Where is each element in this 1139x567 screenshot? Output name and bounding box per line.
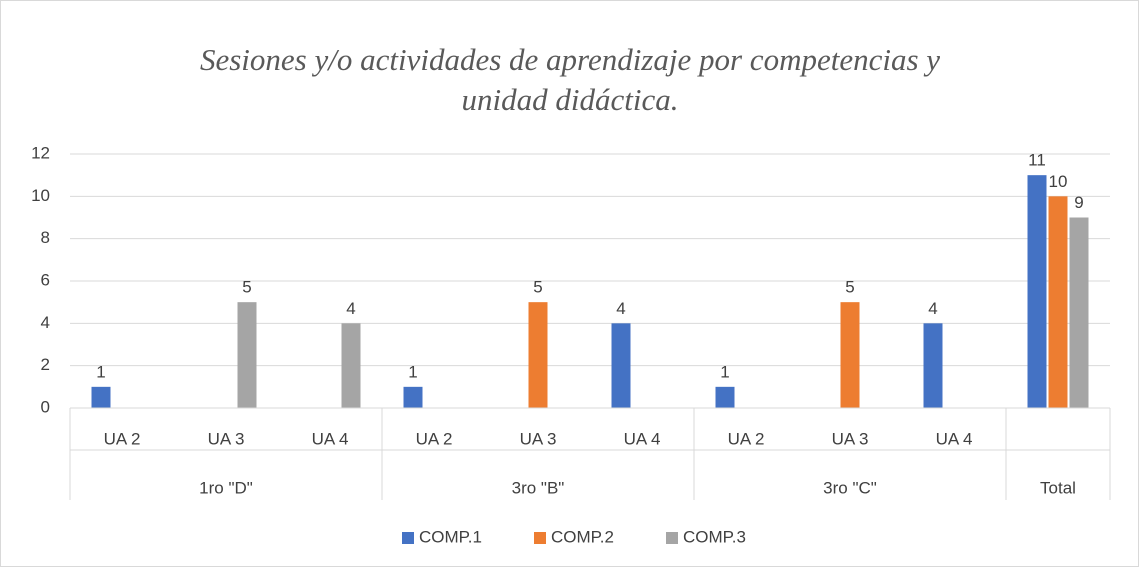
x-tick-label: UA 3 — [520, 429, 557, 448]
legend-label: COMP.1 — [419, 527, 482, 546]
value-label: 5 — [845, 278, 854, 297]
bar — [715, 386, 735, 408]
x-tick-label: UA 4 — [624, 429, 661, 448]
x-tick-label: UA 3 — [832, 429, 869, 448]
legend-label: COMP.3 — [683, 527, 746, 546]
value-label: 11 — [1028, 151, 1046, 170]
x-tick-label: UA 4 — [936, 429, 973, 448]
value-label: 4 — [616, 299, 625, 318]
group-label: 3ro "B" — [512, 478, 565, 497]
bar — [403, 386, 423, 408]
value-label: 1 — [96, 362, 105, 381]
group-label: 3ro "C" — [823, 478, 877, 497]
group-label: 1ro "D" — [199, 478, 253, 497]
bar — [237, 302, 257, 408]
bar — [341, 323, 361, 408]
legend-swatch — [666, 532, 678, 544]
chart-title: Sesiones y/o actividades de aprendizaje … — [199, 42, 941, 117]
y-tick-label: 0 — [41, 397, 50, 416]
y-tick-label: 2 — [41, 355, 50, 374]
value-label: 1 — [408, 362, 417, 381]
bar — [91, 386, 111, 408]
value-label: 9 — [1074, 193, 1083, 212]
bar — [1069, 217, 1089, 408]
value-label: 10 — [1049, 172, 1068, 191]
x-tick-label: UA 2 — [416, 429, 453, 448]
x-tick-label: UA 4 — [312, 429, 349, 448]
y-tick-label: 6 — [41, 270, 50, 289]
y-tick-label: 4 — [41, 313, 50, 332]
x-tick-label: UA 2 — [728, 429, 765, 448]
legend-label: COMP.2 — [551, 527, 614, 546]
bar — [528, 302, 548, 408]
bar — [1027, 175, 1047, 408]
value-label: 1 — [720, 362, 729, 381]
y-tick-label: 10 — [31, 186, 50, 205]
bar — [840, 302, 860, 408]
bar — [923, 323, 943, 408]
value-label: 5 — [533, 278, 542, 297]
bar — [611, 323, 631, 408]
legend-swatch — [402, 532, 414, 544]
legend-swatch — [534, 532, 546, 544]
y-tick-label: 8 — [41, 228, 50, 247]
value-label: 4 — [928, 299, 937, 318]
x-tick-label: UA 2 — [104, 429, 141, 448]
value-label: 5 — [242, 278, 251, 297]
y-tick-label: 12 — [31, 143, 50, 162]
group-label: Total — [1040, 478, 1076, 497]
value-label: 4 — [346, 299, 355, 318]
bar — [1048, 196, 1068, 408]
x-tick-label: UA 3 — [208, 429, 245, 448]
